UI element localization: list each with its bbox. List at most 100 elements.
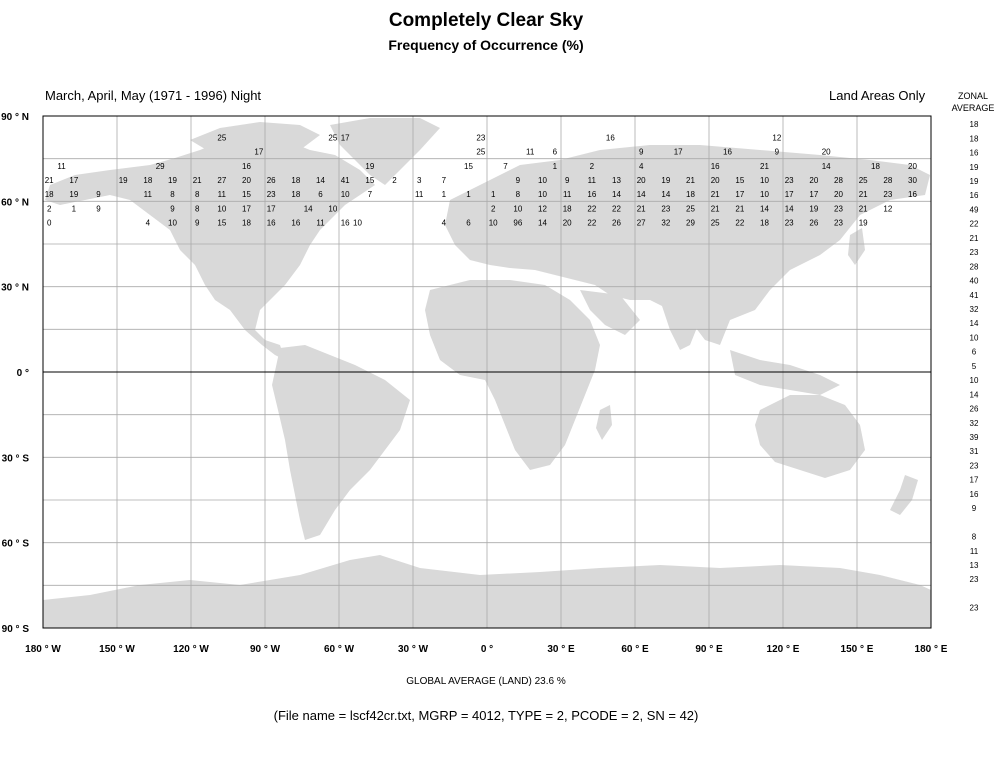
cell-value: 21	[859, 190, 868, 199]
greenland-landmass	[330, 118, 440, 185]
cell-value: 17	[254, 148, 263, 157]
cell-value: 16	[723, 148, 732, 157]
cell-value: 14	[822, 162, 831, 171]
cell-value: 23	[834, 204, 843, 213]
cell-value: 18	[143, 176, 152, 185]
cell-value: 21	[859, 204, 868, 213]
cell-value: 14	[316, 176, 325, 185]
cell-value: 19	[809, 204, 818, 213]
cell-value: 20	[563, 219, 572, 228]
cell-value: 2	[47, 204, 52, 213]
cell-value: 25	[711, 219, 720, 228]
cell-value: 19	[859, 219, 868, 228]
cell-value: 25	[859, 176, 868, 185]
cell-value: 25	[686, 204, 695, 213]
lat-tick-label: 0 °	[17, 368, 29, 379]
cell-value: 19	[168, 176, 177, 185]
cell-value: 10	[328, 204, 337, 213]
graticule	[43, 116, 931, 628]
cell-value: 26	[612, 219, 621, 228]
zonal-average-value: 14	[970, 319, 979, 328]
cell-value: 1	[491, 190, 496, 199]
cell-value: 15	[464, 162, 473, 171]
cell-value: 22	[612, 204, 621, 213]
cell-value: 21	[686, 176, 695, 185]
zonal-average-value: 28	[970, 262, 979, 271]
cell-value: 23	[785, 176, 794, 185]
cell-value: 20	[637, 176, 646, 185]
zonal-average-value: 32	[970, 305, 979, 314]
cell-value: 3	[417, 176, 422, 185]
cell-value: 11	[144, 190, 153, 199]
cell-value: 19	[661, 176, 670, 185]
cell-value: 20	[809, 176, 818, 185]
cell-value: 16	[267, 219, 276, 228]
zonal-average-value: 18	[970, 134, 979, 143]
cell-value: 25	[217, 133, 226, 142]
cell-value: 19	[69, 190, 78, 199]
cell-value: 15	[242, 190, 251, 199]
cell-value: 10	[760, 190, 769, 199]
cell-value: 23	[661, 204, 670, 213]
cell-value: 21	[760, 162, 769, 171]
cell-value: 2	[491, 204, 496, 213]
cell-value: 7	[503, 162, 508, 171]
cell-value: 26	[809, 219, 818, 228]
cell-value: 15	[735, 176, 744, 185]
cell-value: 18	[686, 190, 695, 199]
cell-value: 8	[516, 190, 521, 199]
lon-tick-label: 60 ° E	[621, 644, 649, 655]
cell-value: 30	[908, 176, 917, 185]
cell-value: 17	[267, 204, 276, 213]
zonal-average-value: 31	[970, 447, 979, 456]
cell-value: 9	[639, 148, 644, 157]
lon-tick-label: 150 ° W	[99, 644, 135, 655]
lon-tick-label: 60 ° W	[324, 644, 355, 655]
cell-value: 17	[69, 176, 78, 185]
cell-value: 14	[760, 204, 769, 213]
cell-value: 9	[96, 190, 101, 199]
cell-value: 15	[217, 219, 226, 228]
zonal-average-value: 23	[970, 461, 979, 470]
cell-value: 17	[674, 148, 683, 157]
cell-value: 16	[587, 190, 596, 199]
zonal-average-value: 21	[970, 234, 979, 243]
cell-value: 23	[785, 219, 794, 228]
cell-value: 10	[513, 204, 522, 213]
zonal-average-value: 18	[970, 120, 979, 129]
zonal-average-value: 10	[970, 376, 979, 385]
cell-value: 27	[217, 176, 226, 185]
cell-value: 20	[834, 190, 843, 199]
cell-value: 1	[72, 204, 77, 213]
zonal-average-value: 11	[970, 547, 979, 556]
zonal-average-value: 22	[970, 220, 979, 229]
cell-value: 6	[553, 148, 558, 157]
lon-tick-label: 90 ° E	[695, 644, 723, 655]
cell-value: 17	[242, 204, 251, 213]
cell-value: 23	[267, 190, 276, 199]
file-info: (File name = lscf42cr.txt, MGRP = 4012, …	[273, 708, 699, 723]
cell-value: 14	[538, 219, 547, 228]
cell-value: 21	[711, 204, 720, 213]
cell-value: 9	[170, 204, 175, 213]
zonal-average-value: 32	[970, 419, 979, 428]
cell-value: 11	[588, 176, 597, 185]
cell-value: 26	[267, 176, 276, 185]
global-average: GLOBAL AVERAGE (LAND) 23.6 %	[406, 676, 566, 687]
zonal-average-value: 10	[970, 333, 979, 342]
chart-subtitle: Frequency of Occurrence (%)	[388, 37, 584, 53]
cell-value: 17	[341, 133, 350, 142]
cell-value: 1	[466, 190, 471, 199]
cell-value: 16	[242, 162, 251, 171]
zonal-header-line-2: AVERAGE	[951, 103, 995, 113]
zonal-average-value: 16	[970, 490, 979, 499]
cell-value: 23	[476, 133, 485, 142]
cell-value: 9	[565, 176, 570, 185]
cell-value: 20	[822, 148, 831, 157]
north-america-landmass	[45, 135, 375, 360]
lon-tick-label: 90 ° W	[250, 644, 281, 655]
cell-value: 14	[612, 190, 621, 199]
zonal-average-value: 49	[970, 205, 979, 214]
cell-value: 14	[637, 190, 646, 199]
lon-tick-label: 180 ° W	[25, 644, 61, 655]
